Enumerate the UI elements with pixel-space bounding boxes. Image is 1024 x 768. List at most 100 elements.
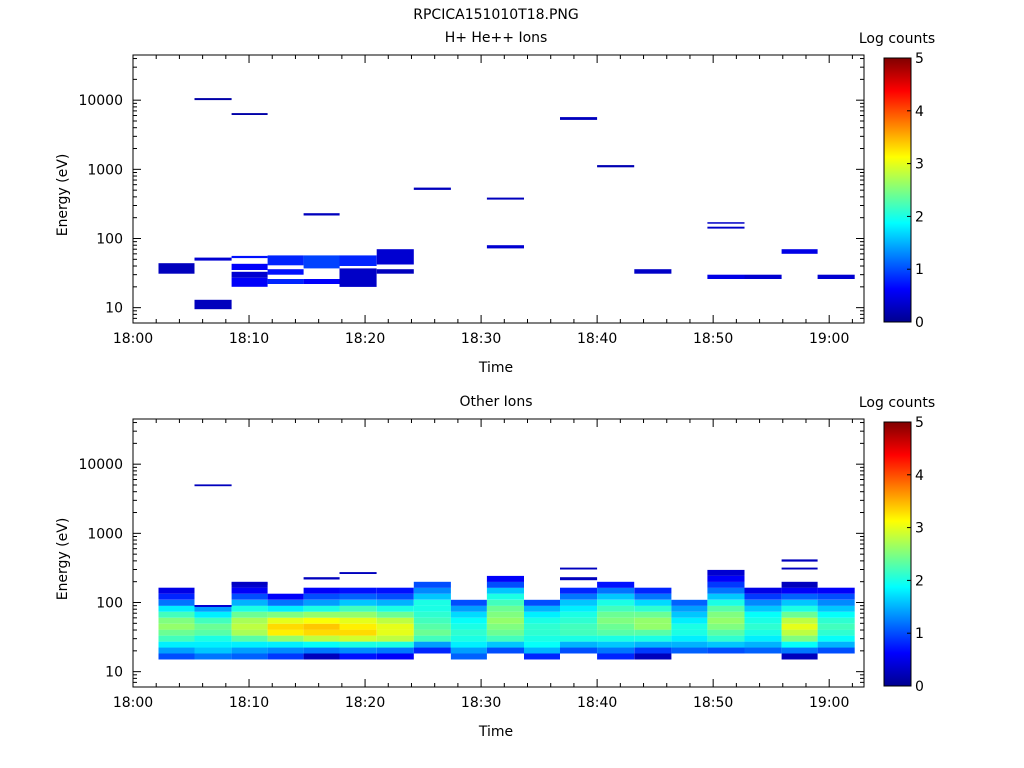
x-tick-label: 18:50 bbox=[693, 331, 733, 347]
heatmap-cell bbox=[339, 635, 377, 642]
heatmap-cell bbox=[231, 582, 268, 585]
heatmap-cell bbox=[781, 567, 818, 570]
axis-ticks: 18:00 18:10 18:20 18:30 18:40 18:50 19:00 10 100… bbox=[78, 55, 864, 347]
heatmap-cell bbox=[376, 611, 414, 618]
heatmap-cell bbox=[267, 279, 304, 284]
heatmap-cell bbox=[413, 641, 451, 648]
heatmap-cell bbox=[339, 629, 377, 636]
heatmap-cell bbox=[486, 647, 524, 654]
heatmap-cell bbox=[231, 255, 268, 259]
heatmap-cell bbox=[376, 629, 414, 636]
heatmap-cell bbox=[376, 647, 414, 654]
heatmap-cell bbox=[817, 617, 855, 624]
heatmap-cell bbox=[707, 605, 745, 612]
heatmap-cell bbox=[781, 605, 818, 612]
y-tick-label: 10000 bbox=[78, 93, 123, 109]
heatmap-cell bbox=[707, 617, 745, 624]
heatmap-cell bbox=[707, 641, 745, 648]
heatmap-cell bbox=[486, 575, 524, 582]
colorbar-tick-label: 0 bbox=[915, 679, 924, 695]
panel-title: H+ He++ Ions bbox=[445, 30, 548, 46]
heatmap-cell bbox=[634, 629, 672, 636]
x-tick-label: 18:40 bbox=[577, 695, 617, 711]
colorbar-tick-label: 2 bbox=[915, 209, 924, 225]
colorbar-tick-label: 5 bbox=[915, 51, 924, 67]
heatmap-cell bbox=[817, 629, 855, 636]
heatmap-cell bbox=[158, 617, 195, 624]
heatmap-cell bbox=[413, 593, 451, 600]
heatmap-cell bbox=[339, 641, 377, 648]
x-tick-label: 18:20 bbox=[345, 331, 385, 347]
heatmap-cell bbox=[450, 605, 487, 612]
heatmap-cell bbox=[560, 647, 598, 654]
heatmap-cell bbox=[303, 653, 340, 660]
heatmap-cell bbox=[634, 653, 672, 660]
heatmap-cell bbox=[486, 611, 524, 618]
heatmap-cell bbox=[560, 117, 598, 120]
heatmap-cell bbox=[524, 617, 560, 624]
heatmap-cell bbox=[597, 647, 635, 654]
heatmap-cell bbox=[707, 599, 745, 606]
heatmap-cell bbox=[231, 263, 268, 270]
heatmap-cell bbox=[707, 569, 745, 576]
heatmap-cell bbox=[671, 629, 708, 636]
heatmap-cell bbox=[158, 641, 195, 648]
heatmap-cell bbox=[817, 587, 855, 594]
heatmap-cell bbox=[560, 605, 598, 612]
heatmap-cell bbox=[303, 587, 340, 594]
heatmap-cell bbox=[817, 635, 855, 642]
x-tick-label: 18:00 bbox=[113, 695, 153, 711]
heatmap-cell bbox=[339, 255, 377, 266]
heatmap-cell bbox=[744, 623, 782, 630]
heatmap-cell bbox=[634, 641, 672, 648]
heatmap-cell bbox=[560, 567, 598, 570]
heatmap-cell bbox=[339, 611, 377, 618]
heatmap-cell bbox=[817, 599, 855, 606]
colorbar-tick-label: 4 bbox=[915, 468, 924, 484]
heatmap-cell bbox=[303, 213, 340, 216]
heatmap-cell bbox=[781, 641, 818, 648]
heatmap-cell bbox=[231, 593, 268, 600]
heatmap-cell bbox=[744, 611, 782, 618]
heatmap-cell bbox=[707, 581, 745, 588]
heatmap-cell bbox=[267, 623, 304, 630]
heatmap-cell bbox=[231, 623, 268, 630]
heatmap-cell bbox=[560, 641, 598, 648]
heatmap-cell bbox=[158, 611, 195, 618]
heatmap-cell bbox=[707, 647, 745, 654]
heatmap-cell bbox=[707, 629, 745, 636]
heatmap-cell bbox=[231, 113, 268, 115]
heatmap-cell bbox=[486, 617, 524, 624]
heatmap-cell bbox=[817, 611, 855, 618]
heatmap-cell bbox=[413, 581, 451, 588]
x-tick-label: 19:00 bbox=[809, 331, 849, 347]
heatmap-cell bbox=[707, 635, 745, 642]
heatmap-cell bbox=[744, 647, 782, 654]
heatmap-cell bbox=[158, 653, 195, 660]
colorbar-ticks: 0 1 2 3 4 5 bbox=[907, 51, 924, 331]
heatmap-cell bbox=[231, 653, 268, 660]
y-tick-label: 1000 bbox=[87, 526, 123, 542]
heatmap-cell bbox=[781, 623, 818, 630]
heatmap-cell bbox=[339, 587, 377, 594]
heatmap-cell bbox=[158, 623, 195, 630]
heatmap-cell bbox=[671, 635, 708, 642]
heatmap-cell bbox=[781, 559, 818, 562]
heatmap-cell bbox=[339, 647, 377, 654]
heatmap-cell bbox=[158, 593, 195, 600]
x-tick-label: 18:30 bbox=[461, 695, 501, 711]
heatmap-cell bbox=[450, 629, 487, 636]
y-tick-label: 1000 bbox=[87, 162, 123, 178]
heatmap-cell bbox=[303, 577, 340, 580]
heatmap-cell bbox=[194, 647, 232, 654]
heatmap-cell bbox=[486, 197, 524, 200]
heatmap-cell bbox=[231, 635, 268, 642]
colorbar-tick-label: 0 bbox=[915, 315, 924, 331]
heatmap-cell bbox=[450, 623, 487, 630]
heatmap-cell bbox=[560, 577, 598, 581]
heatmap-cell bbox=[744, 635, 782, 642]
heatmap-cell bbox=[450, 653, 487, 660]
heatmap-cell bbox=[231, 641, 268, 648]
heatmap-cell bbox=[413, 635, 451, 642]
colorbar-tick-label: 5 bbox=[915, 415, 924, 431]
